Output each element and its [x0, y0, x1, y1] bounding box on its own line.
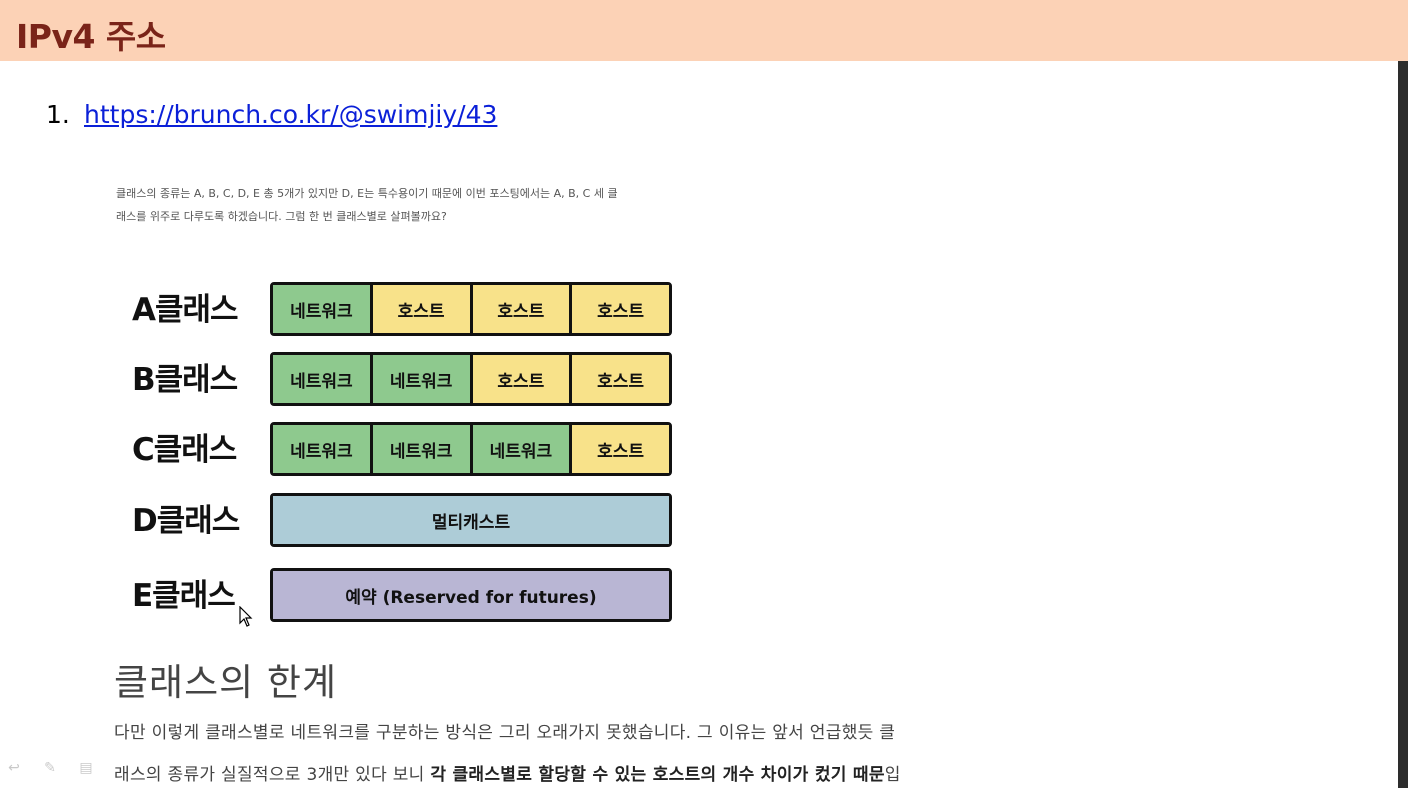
class-label-a: A클래스	[132, 292, 239, 328]
list-number: 1.	[46, 100, 70, 129]
class-blocks-e: 예약 (Reserved for futures)	[270, 568, 672, 622]
menu-icon[interactable]: ▤	[79, 760, 93, 776]
network-block: 네트워크	[472, 425, 573, 473]
reserved-block: 예약 (Reserved for futures)	[273, 571, 669, 619]
list-item: 1. https://brunch.co.kr/@swimjiy/43	[46, 100, 497, 129]
host-block: 호스트	[572, 285, 669, 333]
network-block: 네트워크	[273, 425, 373, 473]
slideshow-toolbar: ↩ ✎ ▤	[4, 758, 96, 778]
class-blocks-c: 네트워크 네트워크 네트워크 호스트	[270, 422, 672, 476]
paragraph-plain: 래스의 종류가 실질적으로 3개만 있다 보니	[114, 765, 431, 785]
network-block: 네트워크	[273, 355, 373, 403]
class-label-c: C클래스	[132, 432, 237, 468]
network-block: 네트워크	[273, 285, 373, 333]
class-label-b: B클래스	[132, 362, 238, 398]
host-block: 호스트	[572, 425, 669, 473]
intro-text: 클래스의 종류는 A, B, C, D, E 총 5개가 있지만 D, E는 특…	[116, 182, 706, 228]
class-label-d: D클래스	[132, 503, 240, 539]
section-heading: 클래스의 한계	[114, 661, 338, 704]
network-block: 네트워크	[372, 355, 473, 403]
ip-class-diagram: A클래스 네트워크 호스트 호스트 호스트 B클래스 네트워크 네트워크 호스트…	[132, 276, 692, 636]
class-row-a: A클래스 네트워크 호스트 호스트 호스트	[132, 276, 692, 336]
host-block: 호스트	[372, 285, 473, 333]
reference-link[interactable]: https://brunch.co.kr/@swimjiy/43	[84, 100, 498, 129]
section-paragraph: 다만 이렇게 클래스별로 네트워크를 구분하는 방식은 그리 오래가지 못했습니…	[114, 712, 1084, 796]
intro-line-1: 클래스의 종류는 A, B, C, D, E 총 5개가 있지만 D, E는 특…	[116, 187, 618, 200]
slide-title: IPv4 주소	[16, 17, 166, 56]
paragraph-end: 입	[884, 765, 901, 785]
host-block: 호스트	[572, 355, 669, 403]
class-label-e: E클래스	[132, 578, 236, 614]
class-blocks-b: 네트워크 네트워크 호스트 호스트	[270, 352, 672, 406]
class-blocks-d: 멀티캐스트	[270, 493, 672, 547]
slide-header: IPv4 주소	[0, 0, 1408, 61]
class-row-b: B클래스 네트워크 네트워크 호스트 호스트	[132, 346, 692, 406]
back-arrow-icon[interactable]: ↩	[8, 760, 20, 776]
intro-line-2: 래스를 위주로 다루도록 하겠습니다. 그럼 한 번 클래스별로 살펴볼까요?	[116, 210, 447, 223]
multicast-block: 멀티캐스트	[273, 496, 669, 544]
paragraph-line-2: 래스의 종류가 실질적으로 3개만 있다 보니 각 클래스별로 할당할 수 있는…	[114, 754, 1084, 796]
class-blocks-a: 네트워크 호스트 호스트 호스트	[270, 282, 672, 336]
paragraph-line-1: 다만 이렇게 클래스별로 네트워크를 구분하는 방식은 그리 오래가지 못했습니…	[114, 723, 896, 743]
paragraph-bold: 각 클래스별로 할당할 수 있는 호스트의 개수 차이가 컸기 때문	[430, 765, 885, 785]
class-row-e: E클래스 예약 (Reserved for futures)	[132, 562, 692, 622]
class-row-d: D클래스 멀티캐스트	[132, 487, 692, 547]
host-block: 호스트	[472, 285, 573, 333]
window-edge	[1398, 61, 1408, 788]
class-row-c: C클래스 네트워크 네트워크 네트워크 호스트	[132, 416, 692, 476]
host-block: 호스트	[472, 355, 573, 403]
pen-icon[interactable]: ✎	[44, 760, 56, 776]
network-block: 네트워크	[372, 425, 473, 473]
mouse-cursor-icon	[239, 606, 253, 627]
